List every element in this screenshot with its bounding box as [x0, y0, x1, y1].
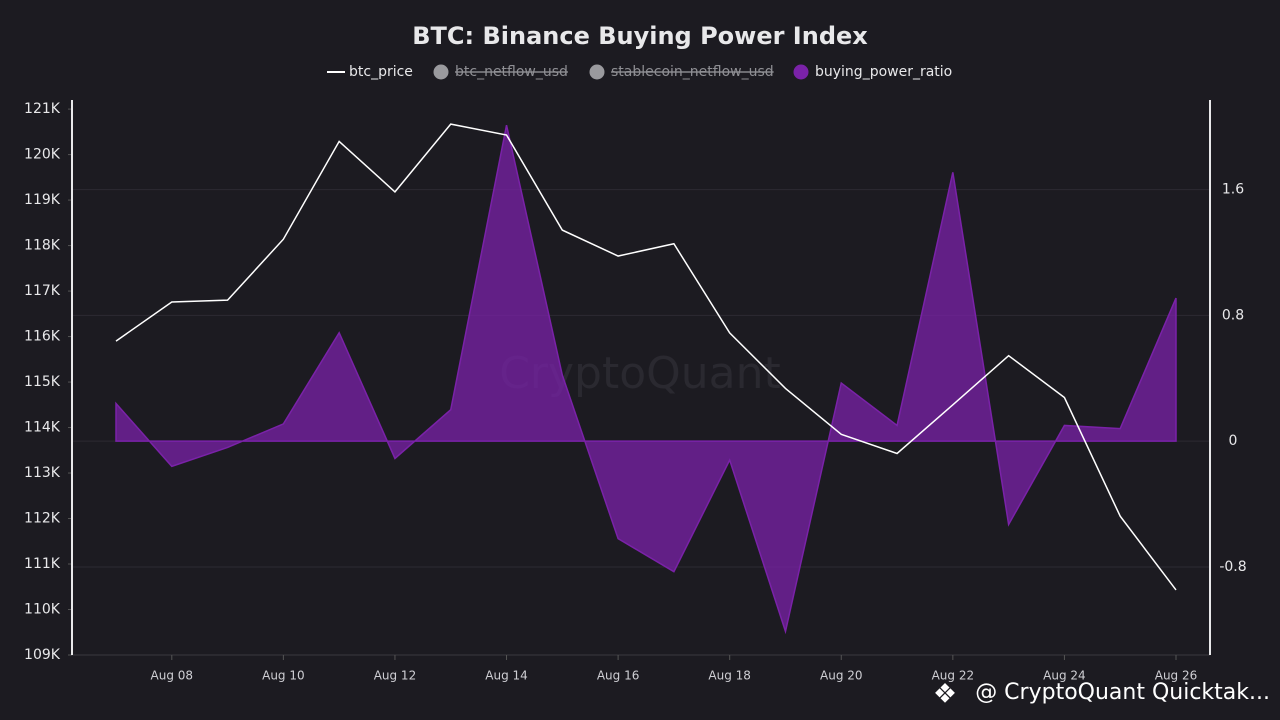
y2-tick-label: 0.8	[1222, 307, 1244, 323]
x-tick-label: Aug 22	[932, 669, 975, 683]
y-tick-label: 109K	[24, 647, 61, 663]
footer-icon	[935, 683, 955, 703]
y-tick-label: 111K	[24, 556, 61, 572]
x-tick-label: Aug 16	[597, 669, 640, 683]
legend-label[interactable]: btc_netflow_usd	[455, 64, 568, 80]
legend-swatch	[433, 64, 449, 80]
x-tick-label: Aug 26	[1155, 669, 1198, 683]
legend-swatch	[793, 64, 809, 80]
y-tick-label: 115K	[24, 374, 61, 390]
y-tick-label: 118K	[24, 238, 61, 254]
area	[115, 124, 1177, 635]
y-tick-label: 119K	[24, 192, 61, 208]
footer: @ CryptoQuant Quicktak...	[975, 680, 1270, 705]
x-tick-label: Aug 18	[708, 669, 751, 683]
y-tick-label: 121K	[24, 101, 61, 117]
line	[115, 123, 1177, 591]
y2-tick-label: 1.6	[1222, 182, 1244, 198]
y2-tick-label: 0	[1229, 433, 1238, 449]
y-tick-label: 120K	[24, 147, 61, 163]
legend-label[interactable]: btc_price	[349, 64, 413, 80]
y-tick-label: 116K	[24, 329, 61, 345]
legend-label[interactable]: buying_power_ratio	[815, 64, 952, 80]
chart-title: BTC: Binance Buying Power Index	[412, 22, 868, 50]
y2-tick-label: -0.8	[1219, 559, 1246, 575]
y-tick-label: 110K	[24, 602, 61, 618]
x-tick-label: Aug 24	[1043, 669, 1086, 683]
legend-swatch	[589, 64, 605, 80]
legend-label[interactable]: stablecoin_netflow_usd	[611, 64, 774, 80]
x-tick-label: Aug 14	[485, 669, 528, 683]
y-tick-label: 112K	[24, 511, 61, 527]
x-tick-label: Aug 20	[820, 669, 863, 683]
y-tick-label: 113K	[24, 465, 61, 481]
x-tick-label: Aug 08	[151, 669, 194, 683]
x-tick-label: Aug 12	[374, 669, 417, 683]
x-tick-label: Aug 10	[262, 669, 305, 683]
y-tick-label: 117K	[24, 283, 61, 299]
y-tick-label: 114K	[24, 420, 61, 436]
